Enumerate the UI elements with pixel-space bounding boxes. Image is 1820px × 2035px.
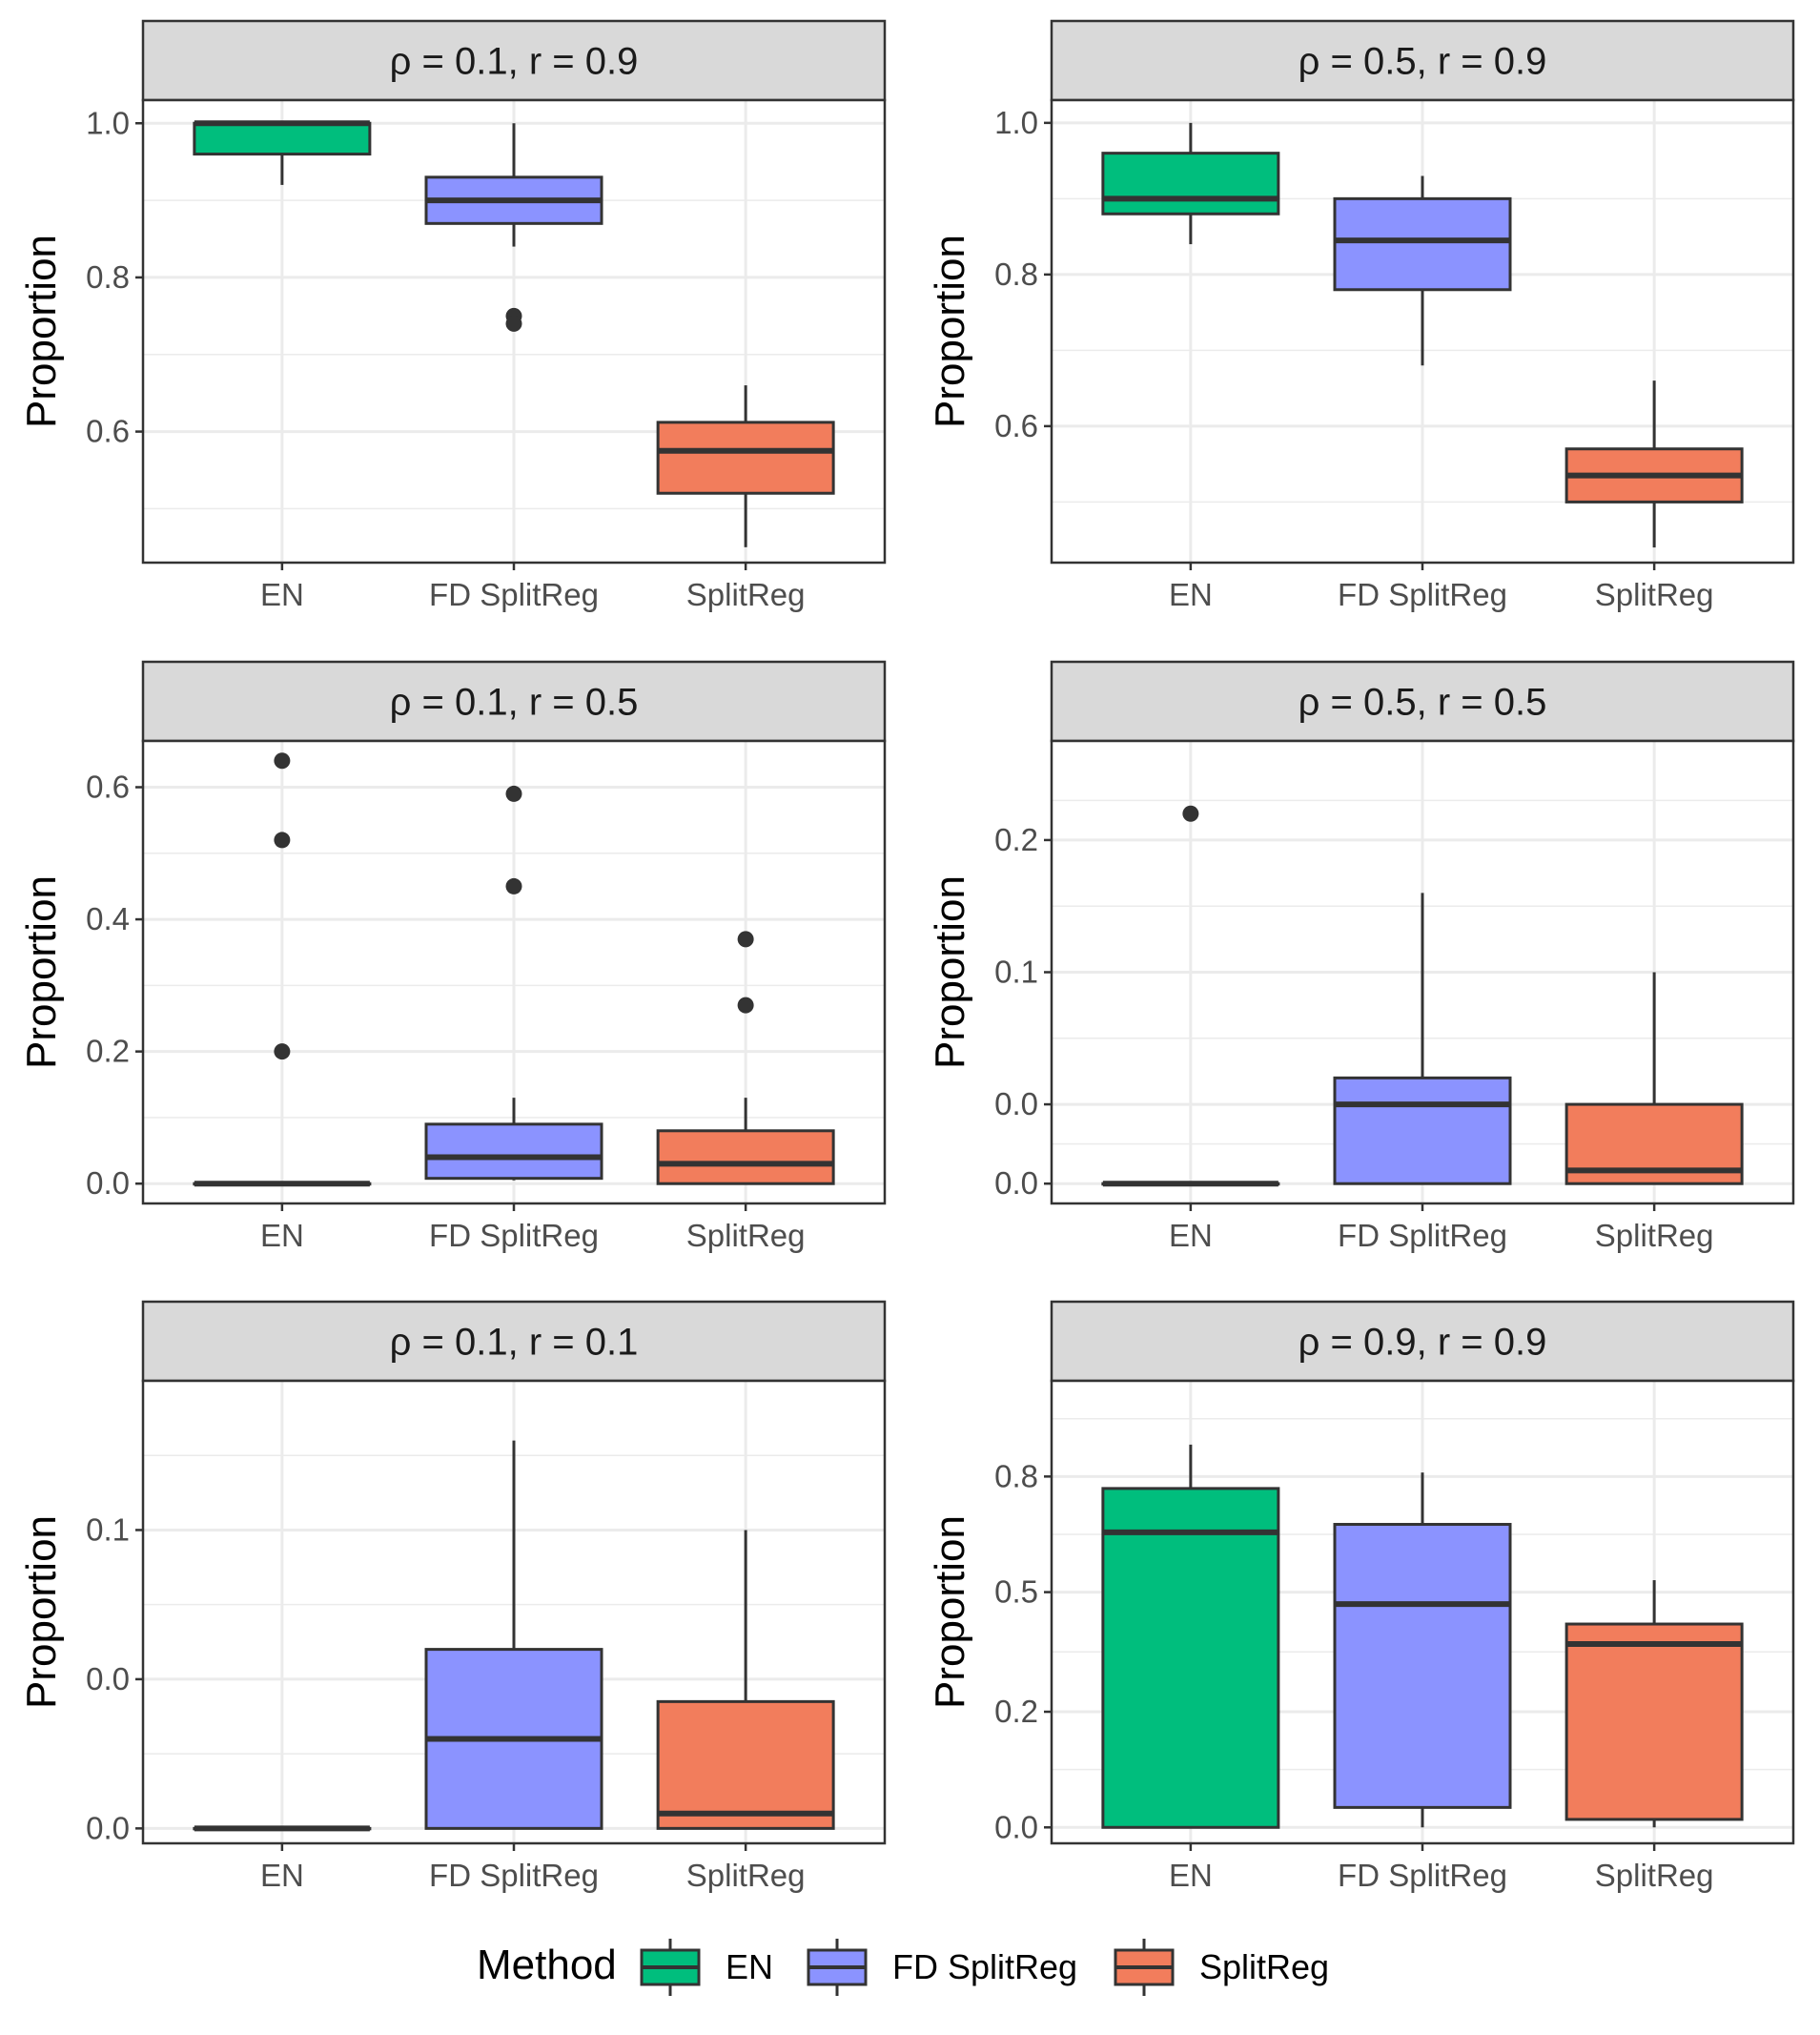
facet-strip <box>1050 660 1795 743</box>
y-tick-label: 0.8 <box>994 257 1038 292</box>
y-tick-label: 1.0 <box>86 105 130 140</box>
facet-label: ρ = 0.1, r = 0.1 <box>390 1322 639 1364</box>
y-tick-label: 0.0 <box>86 1810 130 1845</box>
x-tick-label: SplitReg <box>1595 1218 1714 1253</box>
y-tick-label: 0.8 <box>86 259 130 295</box>
y-axis-title: Proportion <box>18 1515 65 1709</box>
x-tick-label: FD SplitReg <box>1338 1858 1507 1893</box>
outlier-point <box>505 315 522 332</box>
x-tick-label: EN <box>1169 1218 1213 1253</box>
y-tick-label: 0.6 <box>86 414 130 449</box>
legend-label: EN <box>726 1947 773 1986</box>
x-tick-label: EN <box>1169 1858 1213 1893</box>
y-axis-title: Proportion <box>927 875 973 1069</box>
outlier-point <box>737 931 754 948</box>
panel-5: ρ = 0.1, r = 0.1 0.0 0.0 0.1 EN FD SplitReg Sp… <box>18 1300 887 1893</box>
y-tick-label: 0.0 <box>994 1086 1038 1121</box>
x-tick-label: FD SplitReg <box>1338 1218 1507 1253</box>
y-tick-label: 0.1 <box>86 1511 130 1547</box>
box-splitreg <box>1564 1622 1744 1821</box>
facet-label: ρ = 0.1, r = 0.9 <box>390 41 639 83</box>
facet-label: ρ = 0.5, r = 0.5 <box>1299 682 1547 724</box>
box-fd-splitreg <box>1333 1523 1512 1809</box>
outlier-point <box>274 832 291 849</box>
legend-item: EN <box>640 1939 773 1996</box>
box-en <box>193 121 372 156</box>
facet-strip <box>141 1300 887 1383</box>
outlier-point <box>505 877 522 894</box>
x-tick-label: SplitReg <box>686 1218 806 1253</box>
box-fd-splitreg <box>424 1122 603 1181</box>
x-tick-label: FD SplitReg <box>1338 577 1507 612</box>
x-tick-label: SplitReg <box>686 1858 806 1893</box>
facet-panels: ρ = 0.1, r = 0.9 0.6 0.8 1.0 EN FD SplitReg Sp… <box>18 19 1795 1893</box>
y-tick-label: 0.4 <box>86 901 130 936</box>
y-tick-label: 0.2 <box>86 1034 130 1069</box>
x-tick-label: EN <box>1169 577 1213 612</box>
y-tick-label: 0.2 <box>994 822 1038 857</box>
facet-label: ρ = 0.5, r = 0.9 <box>1299 41 1547 83</box>
box-fd-splitreg <box>1333 196 1512 292</box>
y-tick-label: 0.0 <box>994 1809 1038 1844</box>
x-tick-label: EN <box>260 1218 304 1253</box>
box-splitreg <box>656 1699 835 1830</box>
x-tick-label: EN <box>260 577 304 612</box>
box-splitreg <box>656 421 835 495</box>
outlier-point <box>274 1043 291 1060</box>
y-axis-title: Proportion <box>927 1515 973 1709</box>
x-tick-label: EN <box>260 1858 304 1893</box>
y-tick-label: 0.6 <box>994 408 1038 443</box>
panel-6: ρ = 0.9, r = 0.9 0.0 0.2 0.5 0.8 EN FD SplitRe… <box>927 1300 1795 1893</box>
y-tick-label: 0.1 <box>994 955 1038 990</box>
y-tick-label: 0.0 <box>994 1165 1038 1201</box>
outlier-point <box>505 785 522 802</box>
outlier-point <box>1182 805 1199 822</box>
legend-item: SplitReg <box>1114 1939 1329 1996</box>
x-tick-label: FD SplitReg <box>429 1218 599 1253</box>
x-tick-label: SplitReg <box>1595 1858 1714 1893</box>
y-tick-label: 0.5 <box>994 1574 1038 1610</box>
box-splitreg <box>656 1129 835 1185</box>
box-fd-splitreg <box>1333 1076 1512 1185</box>
x-tick-label: SplitReg <box>686 577 806 612</box>
y-tick-label: 0.8 <box>994 1458 1038 1493</box>
legend-items: EN FD SplitReg SplitReg <box>640 1939 1329 1996</box>
y-tick-label: 1.0 <box>994 105 1038 140</box>
panel-3: ρ = 0.1, r = 0.5 0.0 0.2 0.4 0.6 EN FD SplitRe… <box>18 660 887 1253</box>
y-tick-label: 0.0 <box>86 1165 130 1201</box>
panel-2: ρ = 0.5, r = 0.9 0.6 0.8 1.0 EN FD SplitReg Sp… <box>927 19 1795 612</box>
y-axis-title: Proportion <box>927 235 973 428</box>
x-tick-label: FD SplitReg <box>429 1858 599 1893</box>
panel-4: ρ = 0.5, r = 0.5 0.0 0.0 0.1 0.2 EN FD SplitRe… <box>927 660 1795 1253</box>
legend-item: FD SplitReg <box>807 1939 1077 1996</box>
y-tick-label: 0.6 <box>86 770 130 805</box>
facet-strip <box>1050 19 1795 102</box>
outlier-point <box>737 997 754 1014</box>
legend-label: SplitReg <box>1199 1947 1329 1986</box>
facet-label: ρ = 0.1, r = 0.5 <box>390 682 639 724</box>
facet-strip <box>141 660 887 743</box>
panel-1: ρ = 0.1, r = 0.9 0.6 0.8 1.0 EN FD SplitReg Sp… <box>18 19 887 612</box>
x-tick-label: FD SplitReg <box>429 577 599 612</box>
legend-title: Method <box>477 1942 617 1988</box>
box-en <box>1101 1487 1280 1829</box>
facet-strip <box>141 19 887 102</box>
box-en <box>1101 152 1280 216</box>
legend: Method EN FD SplitReg SplitReg <box>477 1939 1329 1996</box>
outlier-point <box>274 752 291 770</box>
y-tick-label: 0.2 <box>994 1694 1038 1729</box>
y-tick-label: 0.0 <box>86 1661 130 1696</box>
y-axis-title: Proportion <box>18 235 65 428</box>
legend-label: FD SplitReg <box>892 1947 1077 1986</box>
y-axis-title: Proportion <box>18 875 65 1069</box>
facet-strip <box>1050 1300 1795 1383</box>
x-tick-label: SplitReg <box>1595 577 1714 612</box>
facet-label: ρ = 0.9, r = 0.9 <box>1299 1322 1547 1364</box>
